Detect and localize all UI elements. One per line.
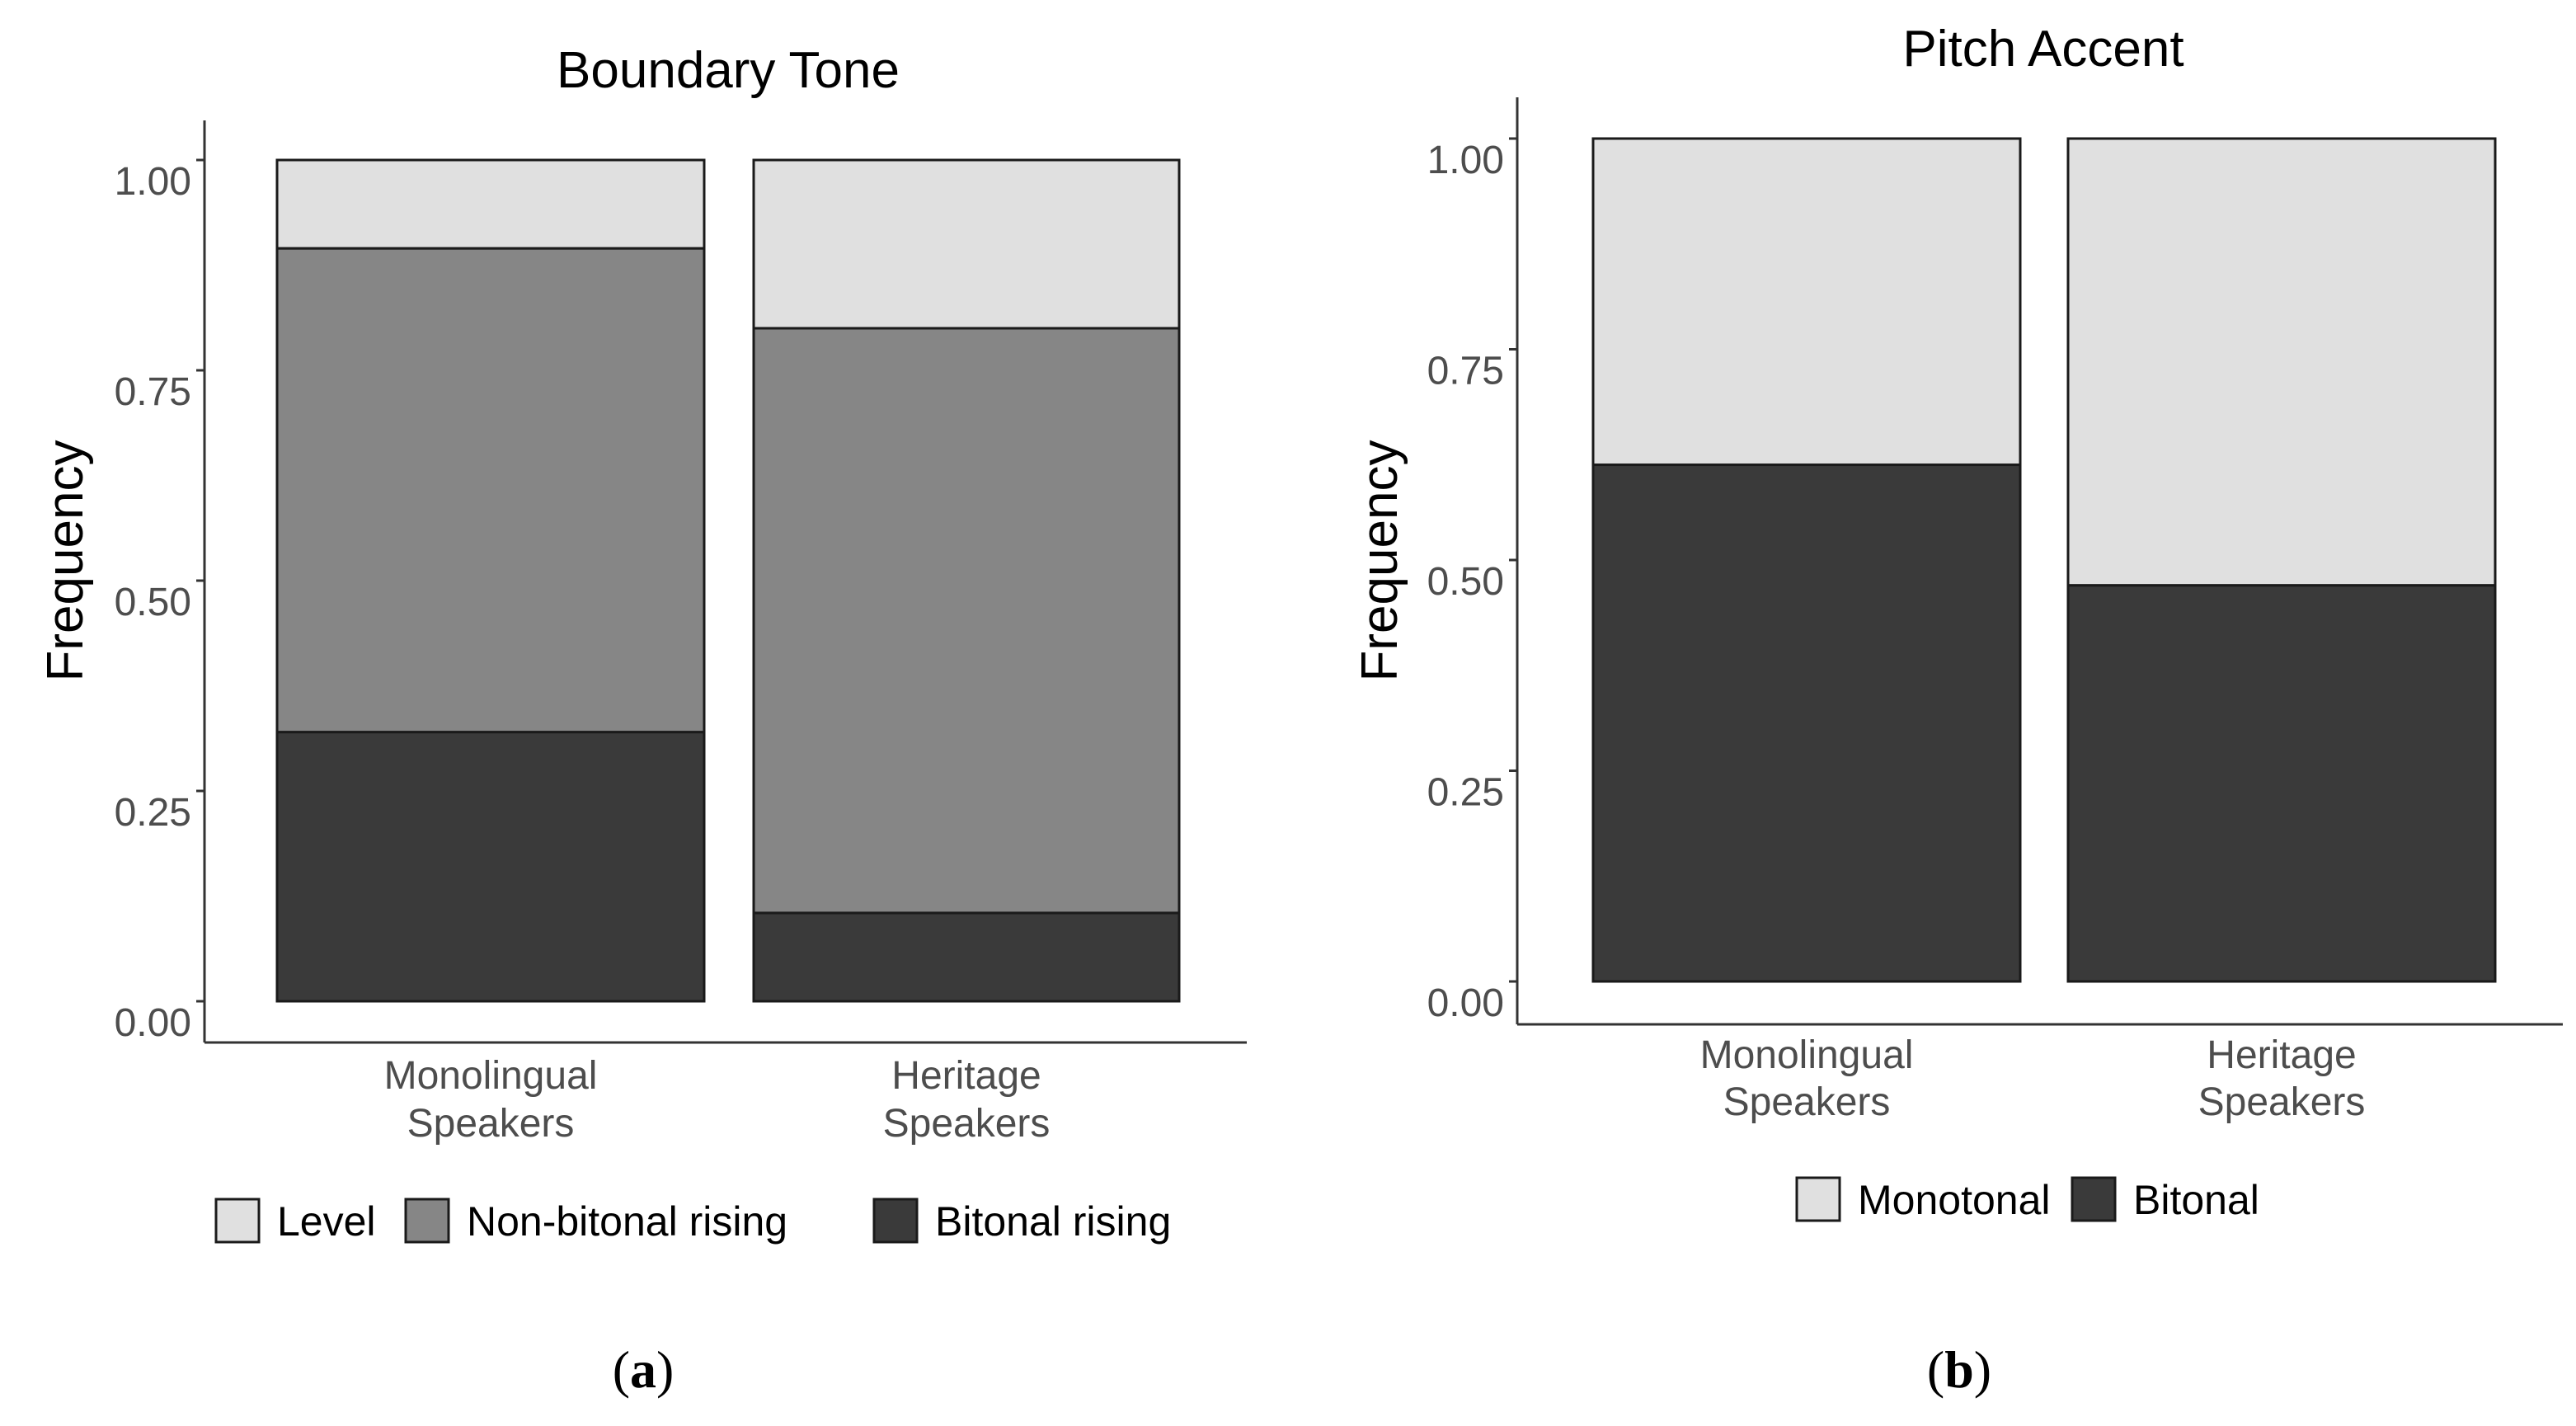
x-tick-label: Heritage xyxy=(891,1054,1041,1098)
chart-title: Boundary Tone xyxy=(557,42,900,99)
bar-segment-non-bitonal-rising xyxy=(275,247,706,734)
x-tick-label: Monolingual xyxy=(1700,1033,1914,1077)
caption-close: ) xyxy=(1974,1340,1991,1399)
x-tick-label: Monolingual xyxy=(384,1054,598,1098)
y-tick-label: 1.00 xyxy=(1427,139,1504,182)
chart-title: Pitch Accent xyxy=(1902,21,2183,78)
legend-swatch xyxy=(872,1198,919,1244)
caption-open: ( xyxy=(613,1340,630,1399)
legend-swatch xyxy=(214,1198,261,1244)
legend-swatch xyxy=(404,1198,450,1244)
legend-label: Bitonal xyxy=(2133,1177,2259,1223)
legend-swatch xyxy=(2071,1176,2117,1222)
legend-label: Level xyxy=(277,1198,376,1245)
bar-segment-bitonal-rising xyxy=(752,911,1181,1003)
bar-segment-level xyxy=(275,158,706,250)
bar-segment-non-bitonal-rising xyxy=(752,327,1181,915)
x-tick-label: Heritage xyxy=(2207,1033,2356,1077)
legend-swatch xyxy=(1795,1176,1841,1222)
y-tick-label: 0.25 xyxy=(115,791,191,835)
x-tick-label: Speakers xyxy=(883,1102,1051,1146)
caption-open: ( xyxy=(1927,1340,1944,1399)
legend-label: Non-bitonal rising xyxy=(467,1198,787,1245)
y-tick-label: 0.00 xyxy=(1427,981,1504,1025)
bar-segment-monotonal xyxy=(2066,137,2497,587)
bar-segment-bitonal xyxy=(1591,464,2022,983)
caption-close: ) xyxy=(656,1340,674,1399)
caption-letter: b xyxy=(1944,1340,1974,1399)
y-axis-label: Frequency xyxy=(1351,440,1408,682)
y-axis-label: Frequency xyxy=(37,440,94,682)
legend-label: Bitonal rising xyxy=(935,1198,1171,1245)
x-tick-label: Speakers xyxy=(1723,1080,1891,1124)
x-tick-label: Speakers xyxy=(2198,1080,2366,1124)
y-tick-label: 0.75 xyxy=(1427,350,1504,393)
bar-segment-bitonal xyxy=(2066,584,2497,983)
y-tick-label: 0.00 xyxy=(115,1001,191,1045)
y-tick-label: 0.50 xyxy=(115,581,191,624)
y-tick-label: 0.50 xyxy=(1427,560,1504,604)
y-tick-label: 0.25 xyxy=(1427,771,1504,815)
panel-a: Boundary Tone Frequency 0.00 0.25 0.50 0.75… xyxy=(37,42,1247,1399)
y-tick-label: 0.75 xyxy=(115,370,191,414)
bar-segment-bitonal-rising xyxy=(275,731,706,1003)
caption-letter: a xyxy=(630,1340,656,1399)
x-tick-label: Speakers xyxy=(407,1102,575,1146)
bar-segment-monotonal xyxy=(1591,137,2022,467)
panel-b: Pitch Accent Frequency 0.00 0.25 0.50 0.75 1… xyxy=(1351,21,2563,1399)
y-tick-label: 1.00 xyxy=(115,160,191,204)
panel-caption: (a) xyxy=(613,1340,675,1399)
legend-label: Monotonal xyxy=(1858,1177,2051,1223)
bar-segment-level xyxy=(752,158,1181,330)
panel-caption: (b) xyxy=(1927,1340,1991,1399)
